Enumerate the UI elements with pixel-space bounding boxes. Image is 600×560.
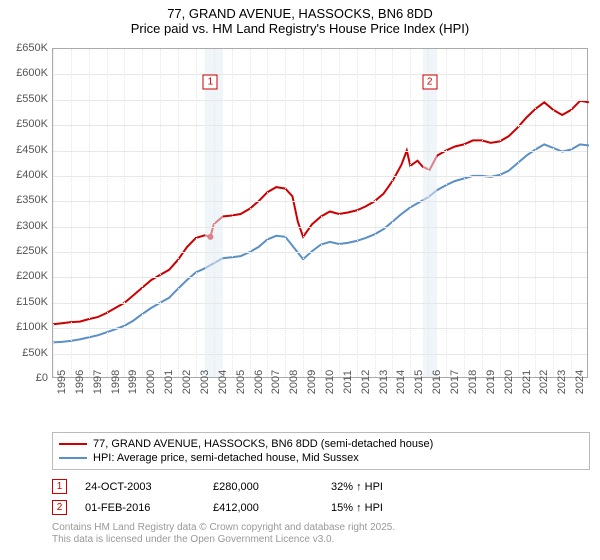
x-tick-label: 2009: [302, 370, 318, 394]
y-tick-label: £500K: [16, 118, 48, 130]
x-tick-label: 2013: [374, 370, 390, 394]
y-tick-label: £650K: [16, 42, 48, 54]
x-tick-label: 2021: [517, 370, 533, 394]
table-row: 1 24-OCT-2003 £280,000 32% ↑ HPI: [52, 476, 590, 497]
series-line: [53, 144, 589, 342]
x-tick-label: 2008: [284, 370, 300, 394]
row-date: 01-FEB-2016: [85, 502, 195, 514]
x-tick-label: 2014: [391, 370, 407, 394]
x-tick-label: 2003: [195, 370, 211, 394]
row-date: 24-OCT-2003: [85, 481, 195, 493]
x-tick-label: 2017: [445, 370, 461, 394]
x-tick-label: 2004: [213, 370, 229, 394]
x-tick-label: 2023: [552, 370, 568, 394]
y-tick-label: £200K: [16, 270, 48, 282]
x-tick-label: 2001: [159, 370, 175, 394]
x-tick-label: 2005: [231, 370, 247, 394]
plot-area: 12: [52, 48, 588, 378]
legend-item: 77, GRAND AVENUE, HASSOCKS, BN6 8DD (sem…: [59, 437, 583, 451]
x-tick-label: 2002: [177, 370, 193, 394]
legend-label: HPI: Average price, semi-detached house,…: [93, 452, 359, 464]
x-tick-label: 2020: [499, 370, 515, 394]
legend-swatch: [59, 443, 87, 445]
title-line2: Price paid vs. HM Land Registry's House …: [10, 21, 590, 36]
chart-title-block: 77, GRAND AVENUE, HASSOCKS, BN6 8DD Pric…: [0, 0, 600, 40]
row-marker: 1: [52, 479, 67, 494]
sale-data-table: 1 24-OCT-2003 £280,000 32% ↑ HPI 2 01-FE…: [52, 476, 590, 518]
chart-marker: 2: [422, 75, 437, 90]
y-tick-label: £350K: [16, 194, 48, 206]
series-line: [53, 101, 589, 324]
legend-item: HPI: Average price, semi-detached house,…: [59, 451, 583, 465]
line-layer: [53, 49, 587, 377]
y-tick-label: £600K: [16, 67, 48, 79]
legend-swatch: [59, 457, 87, 459]
x-tick-label: 2010: [320, 370, 336, 394]
y-tick-label: £100K: [16, 321, 48, 333]
row-hpi: 32% ↑ HPI: [331, 481, 431, 493]
x-tick-label: 1997: [88, 370, 104, 394]
chart-area: 12 £0£50K£100K£150K£200K£250K£300K£350K£…: [0, 40, 600, 430]
x-tick-label: 2007: [266, 370, 282, 394]
row-marker: 2: [52, 500, 67, 515]
footer-line1: Contains HM Land Registry data © Crown c…: [52, 522, 590, 534]
y-tick-label: £150K: [16, 296, 48, 308]
legend: 77, GRAND AVENUE, HASSOCKS, BN6 8DD (sem…: [52, 432, 590, 470]
table-row: 2 01-FEB-2016 £412,000 15% ↑ HPI: [52, 497, 590, 518]
chart-marker: 1: [203, 75, 218, 90]
sale-point-marker: [207, 234, 213, 240]
x-tick-label: 1995: [52, 370, 68, 394]
x-tick-label: 2012: [356, 370, 372, 394]
row-price: £280,000: [213, 481, 313, 493]
x-tick-label: 1998: [106, 370, 122, 394]
y-tick-label: £450K: [16, 144, 48, 156]
y-tick-label: £300K: [16, 220, 48, 232]
y-tick-label: £550K: [16, 93, 48, 105]
x-tick-label: 2022: [534, 370, 550, 394]
y-tick-label: £0: [36, 372, 48, 384]
footer-line2: This data is licensed under the Open Gov…: [52, 534, 590, 546]
x-tick-label: 2011: [338, 370, 354, 394]
legend-label: 77, GRAND AVENUE, HASSOCKS, BN6 8DD (sem…: [93, 438, 433, 450]
row-price: £412,000: [213, 502, 313, 514]
x-tick-label: 2024: [570, 370, 586, 394]
x-tick-label: 2006: [249, 370, 265, 394]
x-tick-label: 2015: [409, 370, 425, 394]
footer-attribution: Contains HM Land Registry data © Crown c…: [52, 522, 590, 546]
x-tick-label: 2019: [481, 370, 497, 394]
x-tick-label: 2018: [463, 370, 479, 394]
x-tick-label: 2016: [427, 370, 443, 394]
row-hpi: 15% ↑ HPI: [331, 502, 431, 514]
title-line1: 77, GRAND AVENUE, HASSOCKS, BN6 8DD: [10, 6, 590, 21]
y-tick-label: £250K: [16, 245, 48, 257]
x-tick-label: 2000: [141, 370, 157, 394]
x-tick-label: 1996: [70, 370, 86, 394]
x-tick-label: 1999: [123, 370, 139, 394]
y-tick-label: £400K: [16, 169, 48, 181]
y-tick-label: £50K: [22, 347, 48, 359]
